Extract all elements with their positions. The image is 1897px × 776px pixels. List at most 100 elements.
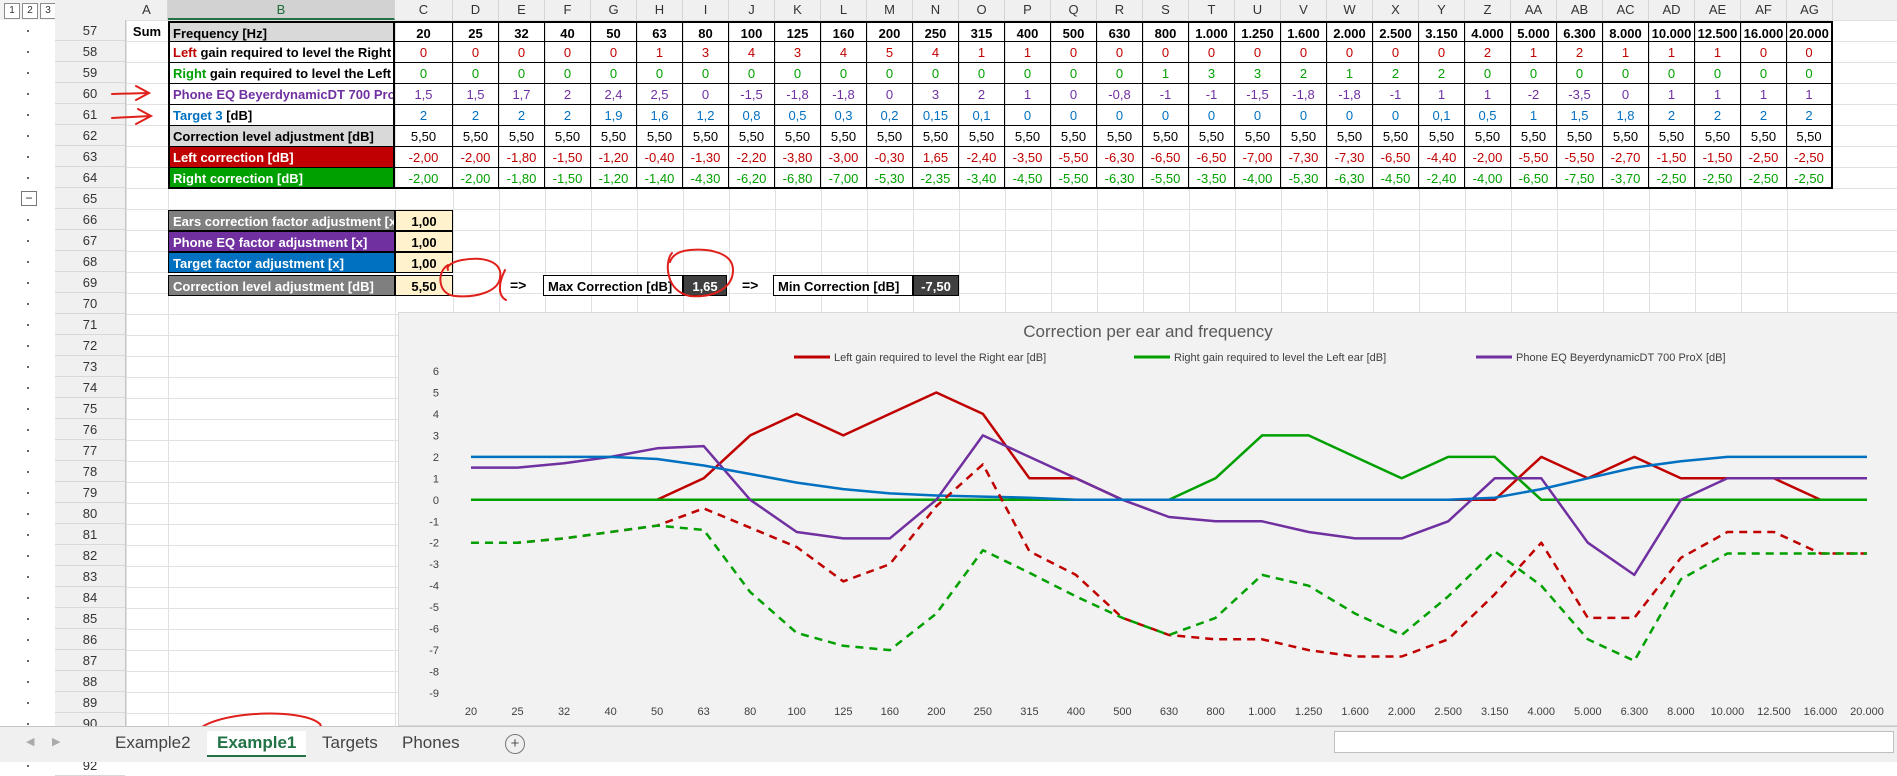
table-cell[interactable]: -5,30 xyxy=(867,168,913,189)
table-cell[interactable]: 16.000 xyxy=(1741,21,1787,42)
tab-scroll-next[interactable]: ▶ xyxy=(52,735,60,748)
table-cell[interactable]: 4 xyxy=(913,42,959,63)
table-cell[interactable]: 0 xyxy=(683,84,729,105)
row-header-74[interactable]: 74 xyxy=(55,377,125,398)
table-cell[interactable]: 1 xyxy=(1327,63,1373,84)
row-header-67[interactable]: 67 xyxy=(55,230,125,251)
table-cell[interactable]: 0 xyxy=(1373,42,1419,63)
table-cell[interactable]: 0 xyxy=(1465,63,1511,84)
table-cell[interactable]: 160 xyxy=(821,21,867,42)
table-cell[interactable]: -2,50 xyxy=(1787,168,1833,189)
table-cell[interactable]: -2,40 xyxy=(959,147,1005,168)
column-header-d[interactable]: D xyxy=(453,0,499,20)
table-cell[interactable]: -2,20 xyxy=(729,147,775,168)
table-cell[interactable]: 2,4 xyxy=(591,84,637,105)
table-cell[interactable]: 0 xyxy=(1787,63,1833,84)
table-cell[interactable]: 4.000 xyxy=(1465,21,1511,42)
row-header-57[interactable]: 57 xyxy=(55,20,125,41)
row-header-82[interactable]: 82 xyxy=(55,545,125,566)
table-cell[interactable]: 1 xyxy=(1695,84,1741,105)
table-cell[interactable]: 0 xyxy=(821,63,867,84)
table-cell[interactable]: 250 xyxy=(913,21,959,42)
factor-label-0[interactable]: Ears correction factor adjustment [x] xyxy=(168,210,395,231)
table-cell[interactable]: -3,00 xyxy=(821,147,867,168)
table-cell[interactable]: 2 xyxy=(1281,63,1327,84)
table-cell[interactable]: -6,20 xyxy=(729,168,775,189)
column-header-ac[interactable]: AC xyxy=(1603,0,1649,20)
factor-value-3[interactable]: 5,50 xyxy=(395,275,453,296)
table-cell[interactable]: 315 xyxy=(959,21,1005,42)
table-cell[interactable]: -3,40 xyxy=(959,168,1005,189)
table-cell[interactable]: -4,30 xyxy=(683,168,729,189)
table-cell[interactable]: -2,40 xyxy=(1419,168,1465,189)
table-cell[interactable]: 0 xyxy=(1005,105,1051,126)
table-cell[interactable]: 2 xyxy=(545,105,591,126)
factor-label-2[interactable]: Target factor adjustment [x] xyxy=(168,252,395,273)
column-header-ag[interactable]: AG xyxy=(1787,0,1833,20)
table-cell[interactable]: 1 xyxy=(1787,84,1833,105)
table-cell[interactable]: 0 xyxy=(591,42,637,63)
max-correction-label[interactable]: Max Correction [dB] xyxy=(543,275,683,296)
table-cell[interactable]: -6,30 xyxy=(1097,168,1143,189)
table-cell[interactable]: -1,40 xyxy=(637,168,683,189)
row-header-86[interactable]: 86 xyxy=(55,629,125,650)
table-cell[interactable]: 5,50 xyxy=(545,126,591,147)
column-header-y[interactable]: Y xyxy=(1419,0,1465,20)
table-cell[interactable]: -2,00 xyxy=(453,168,499,189)
column-header-a[interactable]: A xyxy=(126,0,168,20)
table-cell[interactable]: -3,80 xyxy=(775,147,821,168)
column-header-p[interactable]: P xyxy=(1005,0,1051,20)
table-cell[interactable]: 5,50 xyxy=(1051,126,1097,147)
table-cell[interactable]: 5,50 xyxy=(395,126,453,147)
table-cell[interactable]: 0 xyxy=(1189,105,1235,126)
table-cell[interactable]: -5,50 xyxy=(1557,147,1603,168)
factor-label-3[interactable]: Correction level adjustment [dB] xyxy=(168,275,395,296)
table-cell[interactable]: 2.000 xyxy=(1327,21,1373,42)
table-cell[interactable]: 50 xyxy=(591,21,637,42)
table-cell[interactable]: -1 xyxy=(1373,84,1419,105)
table-cell[interactable]: 3 xyxy=(1235,63,1281,84)
table-row-label-2[interactable]: Right gain required to level the Left ea… xyxy=(168,63,395,84)
table-cell[interactable]: -1,50 xyxy=(1695,147,1741,168)
column-header-t[interactable]: T xyxy=(1189,0,1235,20)
table-cell[interactable]: -6,50 xyxy=(1143,147,1189,168)
table-cell[interactable]: 1 xyxy=(1741,84,1787,105)
column-header-ab[interactable]: AB xyxy=(1557,0,1603,20)
row-header-71[interactable]: 71 xyxy=(55,314,125,335)
table-cell[interactable]: 0 xyxy=(1741,63,1787,84)
table-cell[interactable]: 2,5 xyxy=(637,84,683,105)
row-header-69[interactable]: 69 xyxy=(55,272,125,293)
table-cell[interactable]: 1,5 xyxy=(395,84,453,105)
table-cell[interactable]: 2 xyxy=(1649,105,1695,126)
table-cell[interactable]: 2 xyxy=(395,105,453,126)
table-cell[interactable]: -7,00 xyxy=(1235,147,1281,168)
column-header-e[interactable]: E xyxy=(499,0,545,20)
column-header-h[interactable]: H xyxy=(637,0,683,20)
column-header-ad[interactable]: AD xyxy=(1649,0,1695,20)
table-cell[interactable]: 1,2 xyxy=(683,105,729,126)
table-cell[interactable]: 0 xyxy=(1511,63,1557,84)
table-cell[interactable]: 1 xyxy=(1649,84,1695,105)
table-cell[interactable]: 1 xyxy=(1649,42,1695,63)
row-header-65[interactable]: 65 xyxy=(55,188,125,209)
tab-phones[interactable]: Phones xyxy=(392,731,470,755)
table-cell[interactable]: 1,6 xyxy=(637,105,683,126)
table-cell[interactable]: 25 xyxy=(453,21,499,42)
table-cell[interactable]: 0 xyxy=(867,63,913,84)
outline-level-3-button[interactable]: 3 xyxy=(40,3,56,19)
table-cell[interactable]: 0 xyxy=(395,42,453,63)
table-cell[interactable]: 5,50 xyxy=(1327,126,1373,147)
table-cell[interactable]: 5,50 xyxy=(821,126,867,147)
table-cell[interactable]: 0 xyxy=(1051,63,1097,84)
table-cell[interactable]: 0 xyxy=(959,63,1005,84)
series-line-2[interactable] xyxy=(471,435,1867,575)
table-cell[interactable]: -2,50 xyxy=(1741,147,1787,168)
table-cell[interactable]: -2,50 xyxy=(1787,147,1833,168)
row-header-62[interactable]: 62 xyxy=(55,125,125,146)
row-header-72[interactable]: 72 xyxy=(55,335,125,356)
tab-scroll-prev[interactable]: ◀ xyxy=(26,735,34,748)
table-cell[interactable]: -2,00 xyxy=(395,147,453,168)
outline-level-1-button[interactable]: 1 xyxy=(4,3,20,19)
table-cell[interactable]: 5,50 xyxy=(453,126,499,147)
